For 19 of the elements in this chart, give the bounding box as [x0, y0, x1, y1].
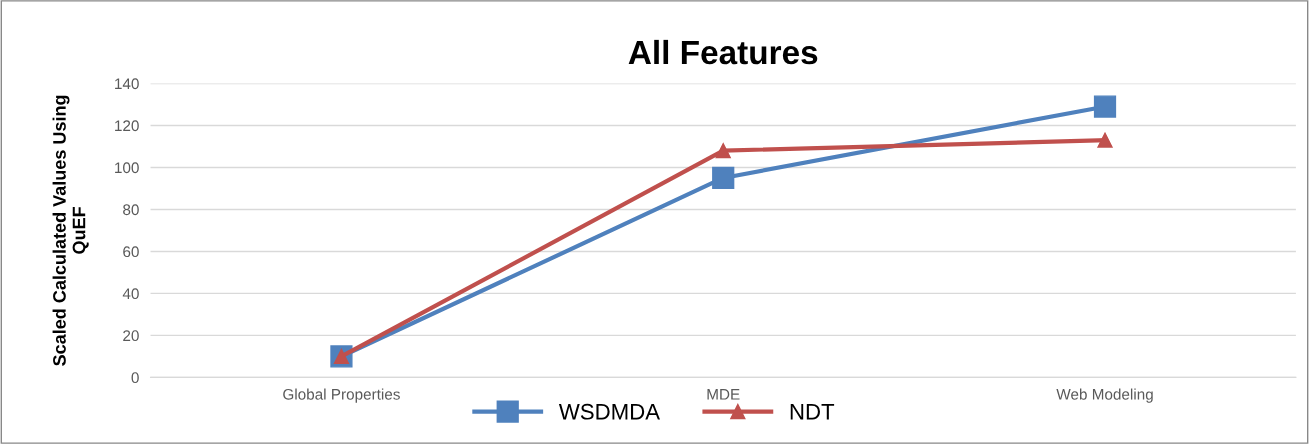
y-tick-label: 80 [123, 204, 139, 216]
y-tick-label: 20 [123, 330, 139, 342]
point [712, 166, 735, 190]
y-axis-title: Scaled Calculated Values Using QuEF [52, 95, 89, 366]
x-tick-label: Web Modeling [1056, 388, 1153, 403]
point [1097, 132, 1113, 148]
point [715, 143, 731, 159]
legend-label: WSDMDA [558, 403, 661, 420]
y-tick-label: 120 [115, 120, 139, 132]
y-tick-label: 0 [131, 372, 139, 384]
x-tick-label: MDE [707, 389, 740, 400]
legend-label: NDT [790, 404, 835, 420]
chart-title: All Features [628, 39, 818, 65]
x-tick-label: Global Properties [283, 388, 400, 403]
y-tick-label: 40 [122, 288, 139, 300]
y-tick-label: 60 [123, 246, 139, 258]
y-tick-label: 140 [115, 78, 139, 90]
point [1093, 95, 1117, 118]
y-tick-label: 100 [115, 162, 139, 174]
